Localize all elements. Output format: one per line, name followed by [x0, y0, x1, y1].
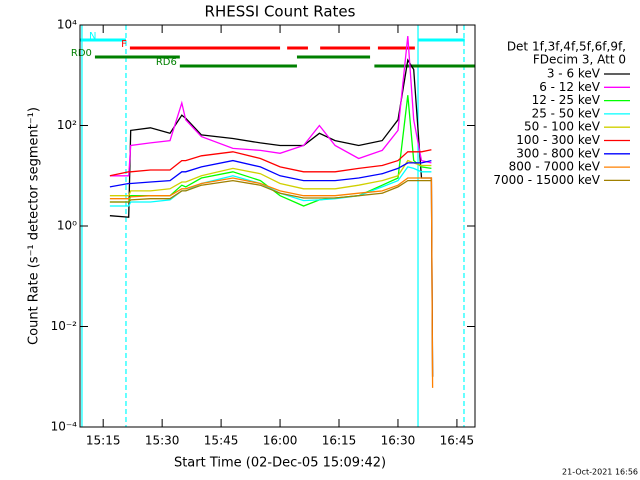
y-tick-label: 10⁻² — [51, 319, 78, 333]
flag-label: RD0 — [71, 48, 92, 59]
series-line — [109, 179, 432, 203]
x-axis-label: Start Time (02-Dec-05 15:09:42) — [174, 456, 386, 471]
x-tick-label: 16:30 — [381, 434, 416, 448]
legend-label: 7000 - 15000 keV — [493, 173, 600, 187]
plot-frame — [79, 24, 476, 428]
legend-label: 3 - 6 keV — [547, 67, 601, 81]
legend-label: 25 - 50 keV — [532, 106, 601, 120]
series-line — [109, 58, 434, 377]
y-tick-label: 10⁰ — [57, 219, 77, 233]
series-line — [109, 36, 432, 177]
y-axis-label: Count Rate (s⁻¹ detector segment⁻¹) — [27, 107, 42, 345]
legend-label: 6 - 12 keV — [539, 80, 601, 94]
chart-title: RHESSI Count Rates — [205, 3, 356, 21]
x-tick-label: 15:15 — [86, 434, 121, 448]
y-tick-label: 10⁻⁴ — [51, 420, 78, 434]
series-line — [109, 159, 432, 197]
legend-label: 300 - 800 keV — [516, 146, 600, 160]
series-line — [109, 159, 432, 188]
x-tick-label: 15:45 — [204, 434, 239, 448]
flag-label: N — [89, 31, 96, 42]
legend-label: 50 - 100 keV — [524, 120, 601, 134]
x-tick-label: 16:15 — [322, 434, 357, 448]
y-tick-label: 10⁴ — [57, 18, 77, 32]
flag-label: RD6 — [156, 57, 177, 68]
y-tick-label: 10² — [57, 118, 77, 132]
legend-label: 100 - 300 keV — [516, 133, 600, 147]
footer: 21-Oct-2021 16:56 — [562, 468, 638, 477]
flag-label: F — [121, 39, 127, 50]
x-tick-label: 16:45 — [440, 434, 475, 448]
legend-title: FDecim 3, Att 0 — [533, 53, 626, 67]
series-line — [109, 149, 432, 177]
legend-label: 800 - 7000 keV — [509, 160, 601, 174]
x-tick-label: 15:30 — [145, 434, 180, 448]
series-line — [109, 177, 434, 388]
x-tick-label: 16:00 — [263, 434, 298, 448]
legend-label: 12 - 25 keV — [532, 93, 601, 107]
legend-title: Det 1f,3f,4f,5f,6f,9f, — [507, 40, 626, 54]
